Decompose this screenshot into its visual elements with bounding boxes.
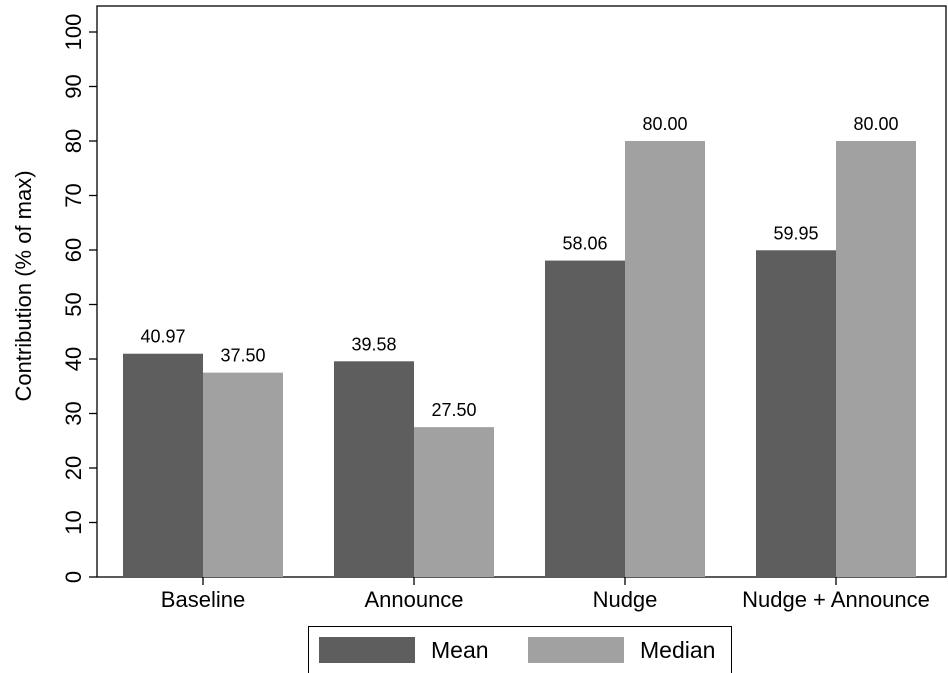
value-labels: 40.97 37.50 39.58 27.50 58.06 80.00 59.95 80.00 [140, 114, 898, 420]
y-axis-label: Contribution (% of max) [11, 170, 36, 401]
bar-mean-3 [756, 250, 836, 577]
y-tick-label: 30 [61, 401, 86, 425]
legend-swatch-median [528, 637, 624, 663]
y-tick-label: 100 [61, 14, 86, 51]
legend-label-mean: Mean [431, 637, 489, 663]
legend-item-median: Median [528, 637, 715, 663]
x-axis: Baseline Announce Nudge Nudge + Announce [161, 577, 930, 612]
y-tick-label: 0 [61, 571, 86, 583]
y-tick-label: 80 [61, 129, 86, 153]
y-tick-label: 90 [61, 74, 86, 98]
value-label-mean-0: 40.97 [140, 327, 185, 347]
y-tick-label: 70 [61, 183, 86, 207]
value-label-mean-3: 59.95 [773, 223, 818, 243]
bar-median-1 [414, 427, 494, 577]
y-tick-label: 10 [61, 510, 86, 534]
value-label-median-2: 80.00 [642, 114, 687, 134]
x-tick-label: Nudge + Announce [742, 587, 930, 612]
value-label-median-1: 27.50 [431, 400, 476, 420]
legend-swatch-mean [319, 637, 415, 663]
bar-median-3 [836, 141, 916, 577]
legend-label-median: Median [640, 637, 716, 663]
value-label-mean-2: 58.06 [562, 234, 607, 254]
plot-frame [96, 5, 947, 578]
value-label-median-0: 37.50 [220, 346, 265, 366]
x-tick-label: Announce [364, 587, 463, 612]
legend-item-mean: Mean [319, 637, 489, 663]
bar-median-2 [625, 141, 705, 577]
bars [123, 141, 916, 577]
bar-mean-2 [545, 260, 625, 577]
y-axis: 0 10 20 30 40 50 60 70 80 90 100 [61, 14, 97, 583]
y-tick-label: 40 [61, 347, 86, 371]
bar-mean-1 [334, 361, 414, 577]
y-tick-label: 50 [61, 292, 86, 316]
y-tick-label: 20 [61, 456, 86, 480]
value-label-mean-1: 39.58 [351, 334, 396, 354]
y-tick-label: 60 [61, 238, 86, 262]
bar-mean-0 [123, 353, 203, 577]
plot-border [96, 5, 947, 578]
value-label-median-3: 80.00 [853, 114, 898, 134]
x-tick-label: Nudge [593, 587, 658, 612]
x-tick-label: Baseline [161, 587, 245, 612]
legend: Mean Median [308, 626, 732, 673]
bar-median-0 [203, 372, 283, 577]
